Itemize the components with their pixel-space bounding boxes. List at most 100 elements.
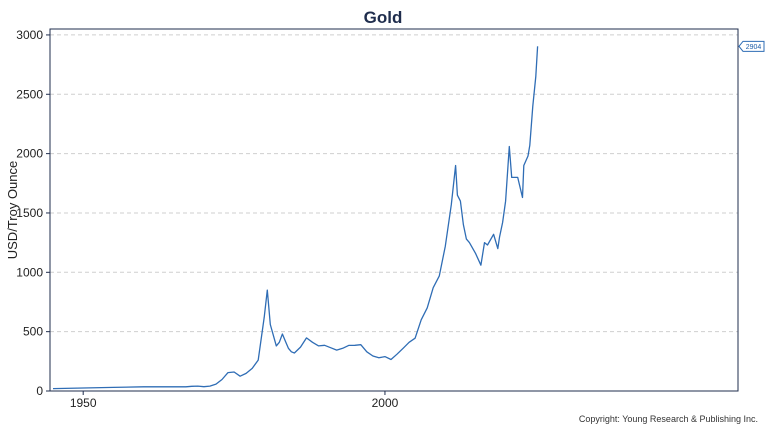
- data-point: [203, 386, 205, 388]
- data-point: [348, 345, 350, 347]
- data-point: [306, 337, 308, 339]
- y-tick-label-2500: 2500: [16, 87, 43, 101]
- data-point: [52, 388, 54, 390]
- x-axis-ticks: 1950 2000: [70, 391, 399, 410]
- data-point: [378, 357, 380, 359]
- data-point: [438, 275, 440, 277]
- last-value-tag: 2904: [738, 40, 765, 52]
- data-point: [266, 289, 268, 291]
- data-point: [502, 222, 504, 224]
- data-point: [537, 46, 539, 48]
- y-tick-label-0: 0: [36, 384, 43, 398]
- data-point: [342, 347, 344, 349]
- data-point: [294, 352, 296, 354]
- data-point: [179, 386, 181, 388]
- series-line-gold: [52, 46, 539, 390]
- data-point: [173, 386, 175, 388]
- data-point: [324, 345, 326, 347]
- data-point: [197, 385, 199, 387]
- data-point: [269, 324, 271, 326]
- data-point: [523, 165, 525, 167]
- gridlines: [50, 34, 738, 333]
- data-point: [113, 387, 115, 389]
- data-point: [257, 359, 259, 361]
- y-tick-label-2000: 2000: [16, 147, 43, 161]
- copyright-note: Copyright: Young Research & Publishing I…: [579, 414, 758, 424]
- data-point: [505, 200, 507, 202]
- data-point: [508, 146, 510, 148]
- data-point: [143, 386, 145, 388]
- data-point: [527, 155, 529, 157]
- y-tick-label-3000: 3000: [16, 28, 43, 42]
- data-point: [300, 346, 302, 348]
- data-point: [444, 245, 446, 247]
- data-point: [354, 345, 356, 347]
- data-point: [499, 236, 501, 238]
- data-point: [480, 264, 482, 266]
- data-point: [493, 234, 495, 236]
- data-point: [155, 386, 157, 388]
- data-point: [221, 379, 223, 381]
- data-point: [511, 177, 513, 179]
- data-point: [408, 342, 410, 344]
- data-point: [209, 385, 211, 387]
- y-axis-label: USD/Troy Ounce: [5, 161, 20, 260]
- data-point: [185, 386, 187, 388]
- last-value-label: 2904: [746, 44, 762, 51]
- data-point: [191, 385, 193, 387]
- data-point: [384, 356, 386, 358]
- data-point: [463, 224, 465, 226]
- data-point: [460, 200, 462, 202]
- data-point: [291, 351, 293, 353]
- data-point: [426, 307, 428, 309]
- data-point: [312, 342, 314, 344]
- data-point: [227, 372, 229, 374]
- data-point: [239, 375, 241, 377]
- x-tick-label-1950: 1950: [70, 396, 97, 410]
- data-point: [233, 371, 235, 373]
- data-point: [469, 242, 471, 244]
- data-point: [282, 333, 284, 335]
- data-point: [475, 253, 477, 255]
- data-point: [532, 105, 534, 107]
- plot-area: 2904: [49, 28, 765, 392]
- data-point: [455, 165, 457, 167]
- data-point: [263, 317, 265, 319]
- data-point: [432, 287, 434, 289]
- data-point: [457, 194, 459, 196]
- y-tick-label-1000: 1000: [16, 265, 43, 279]
- data-point: [372, 355, 374, 357]
- data-point: [215, 383, 217, 385]
- y-axis-ticks: 0 500 1000 1500 2000 2500 3000: [16, 28, 50, 398]
- data-point: [517, 177, 519, 179]
- data-point: [272, 334, 274, 336]
- y-tick-label-500: 500: [23, 325, 43, 339]
- data-point: [420, 319, 422, 321]
- x-tick-label-2000: 2000: [372, 396, 399, 410]
- data-point: [522, 197, 524, 199]
- data-point: [366, 351, 368, 353]
- data-point: [396, 353, 398, 355]
- plot-frame: [49, 28, 739, 392]
- data-point: [318, 345, 320, 347]
- data-point: [360, 344, 362, 346]
- data-point: [451, 204, 453, 206]
- data-point: [529, 145, 531, 147]
- data-point: [535, 76, 537, 78]
- data-point: [285, 340, 287, 342]
- data-point: [330, 347, 332, 349]
- data-point: [402, 347, 404, 349]
- data-point: [390, 359, 392, 361]
- data-point: [487, 244, 489, 246]
- data-point: [276, 345, 278, 347]
- data-point: [251, 368, 253, 370]
- last-value-box: [738, 40, 765, 52]
- data-point: [288, 347, 290, 349]
- data-point: [279, 342, 281, 344]
- data-point: [497, 248, 499, 250]
- data-point: [414, 337, 416, 339]
- data-point: [484, 242, 486, 244]
- data-point: [245, 373, 247, 375]
- chart-title: Gold: [364, 8, 403, 27]
